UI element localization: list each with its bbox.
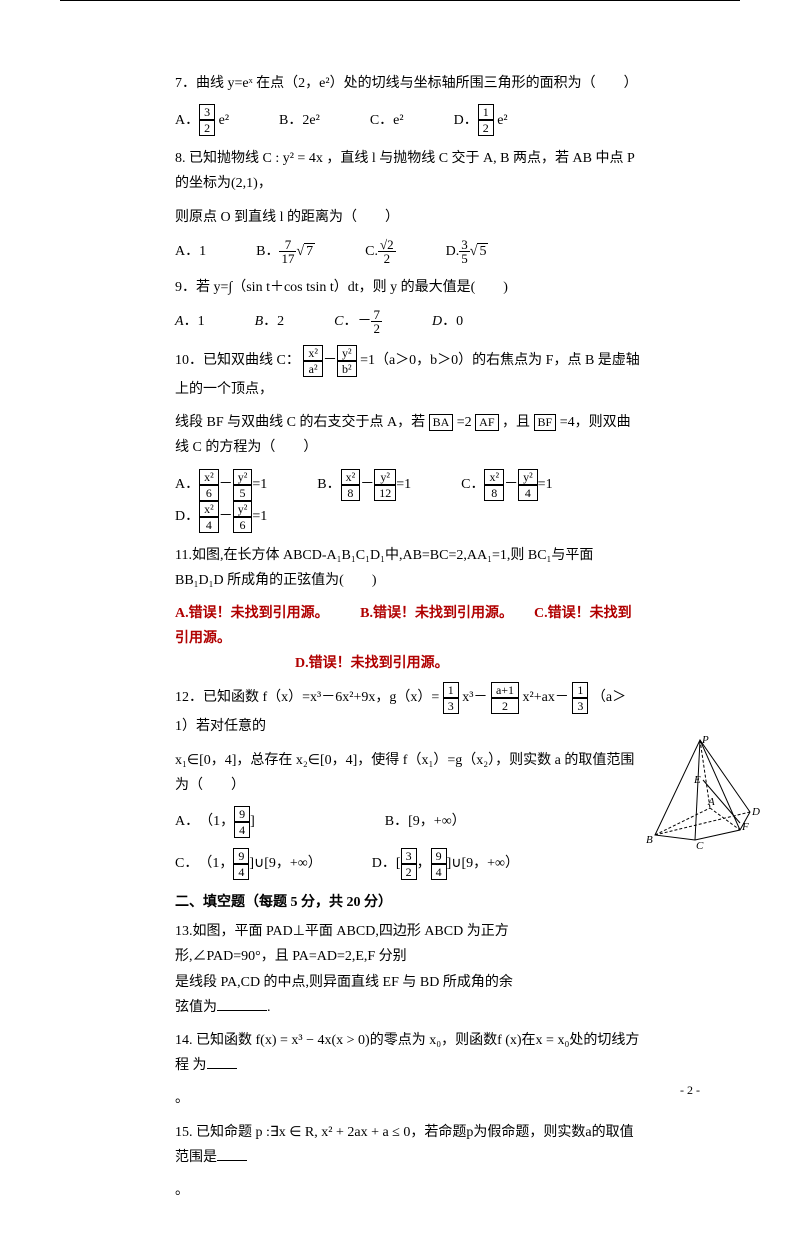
question-9: 9．若 y=∫（sin t＋cos tsin t）dt，则 y 的最大值是( )	[175, 275, 640, 300]
q15-end: 。	[175, 1178, 640, 1203]
q10-opt-a: A．x²6－y²5=1	[175, 469, 267, 501]
q8-opt-d: D. 35√5	[446, 238, 489, 265]
q7-opt-b: B．2e²	[279, 108, 320, 133]
svg-text:P: P	[701, 735, 709, 746]
q9-opt-b: B．2	[255, 309, 285, 334]
q11-options: A.错误！未找到引用源。 B.错误！未找到引用源。 C.错误！未找到引用源。	[175, 601, 640, 651]
q14-blank	[207, 1054, 237, 1069]
svg-text:A: A	[707, 796, 715, 808]
q9-options: A．1 B．2 C．－72 D．0	[175, 308, 640, 335]
q10-opt-b: B．x²8－y²12=1	[317, 469, 411, 501]
q13-blank	[217, 996, 267, 1011]
question-15: 15. 已知命题 p :∃x ∈ R, x² + 2ax + a ≤ 0，若命题…	[175, 1120, 640, 1170]
q9-opt-a: A．1	[175, 309, 205, 334]
question-11: 11.如图,在长方体 ABCD-A₁B₁C₁D₁中,AB=BC=2,AA₁=1,…	[175, 543, 640, 593]
q15-blank	[217, 1146, 247, 1161]
question-7: 7．曲线 y=eˣ 在点（2，e²）处的切线与坐标轴所围三角形的面积为（ ）	[175, 71, 640, 96]
q14-end: 。	[175, 1086, 640, 1111]
q8-opt-c: C. √22	[365, 238, 395, 265]
q7-opt-c: C．e²	[370, 108, 404, 133]
q12-line2: x₁∈[0，4]，总存在 x₂∈[0，4]，使得 f（x₁）=g（x₂），则实数…	[175, 748, 640, 798]
q12-opt-c: C．（1，94]∪[9，+∞）	[175, 848, 322, 880]
svg-text:B: B	[646, 834, 653, 846]
q12-opt-a: A．（1，94]	[175, 806, 255, 838]
q8-line1: 8. 已知抛物线 C : y² = 4x ，直线 l 与抛物线 C 交于 A, …	[175, 151, 634, 191]
q7-opt-a: A．32 e²	[175, 104, 229, 136]
q10-options: A．x²6－y²5=1 B．x²8－y²12=1 C．x²8－y²4=1 D．x…	[175, 469, 640, 533]
q12-opt-b: B．[9，+∞）	[385, 809, 466, 834]
q11-err-b: B.错误！未找到引用源。	[360, 606, 513, 621]
svg-text:E: E	[693, 774, 701, 786]
q11-opt-d: D.错误！未找到引用源。	[175, 651, 640, 676]
question-12: 12．已知函数 f（x）=x³－6x²+9x，g（x）= 13 x³－ a+12…	[175, 682, 640, 739]
q8-options: A．1 B．717√7 C. √22 D. 35√5	[175, 238, 640, 265]
q12-opt-d: D．[32，94]∪[9，+∞）	[372, 848, 519, 880]
q12-options: A．（1，94] B．[9，+∞） C．（1，94]∪[9，+∞） D．[32，…	[175, 806, 640, 880]
section-2-title: 二、填空题（每题 5 分，共 20 分）	[175, 890, 640, 915]
q9-opt-d: D．0	[432, 309, 463, 334]
q11-err-a: A.错误！未找到引用源。	[175, 606, 329, 621]
question-14: 14. 已知函数 f(x) = x³ − 4x(x > 0)的零点为 x₀，则函…	[175, 1028, 640, 1078]
page-number: - 2 -	[680, 1080, 700, 1102]
question-10: 10．已知双曲线 C： x²a²－y²b² =1（a＞0，b＞0）的右焦点为 F…	[175, 345, 640, 402]
svg-text:F: F	[741, 821, 749, 833]
question-13: 13.如图，平面 PAD⊥平面 ABCD,四边形 ABCD 为正方形,∠PAD=…	[175, 919, 640, 1020]
q10-opt-d: D．x²4－y²6=1	[175, 501, 267, 533]
q8-opt-a: A．1	[175, 239, 206, 264]
q8-opt-b: B．717√7	[256, 238, 315, 265]
q7-text: 7．曲线 y=eˣ 在点（2，e²）处的切线与坐标轴所围三角形的面积为（ ）	[175, 76, 638, 91]
question-8: 8. 已知抛物线 C : y² = 4x ，直线 l 与抛物线 C 交于 A, …	[175, 146, 640, 196]
q10-opt-c: C．x²8－y²4=1	[461, 469, 552, 501]
q9-opt-c: C．－72	[334, 308, 382, 335]
q7-opt-d: D．12 e²	[454, 104, 508, 136]
svg-text:D: D	[751, 806, 760, 818]
q8-line2: 则原点 O 到直线 l 的距离为（ ）	[175, 205, 640, 230]
q13-figure: P E A D F B C	[640, 735, 760, 850]
q10-line2: 线段 BF 与双曲线 C 的右支交于点 A，若 BA =2 AF ，且 BF =…	[175, 410, 640, 460]
q7-options: A．32 e² B．2e² C．e² D．12 e²	[175, 104, 640, 136]
svg-text:C: C	[696, 840, 704, 850]
